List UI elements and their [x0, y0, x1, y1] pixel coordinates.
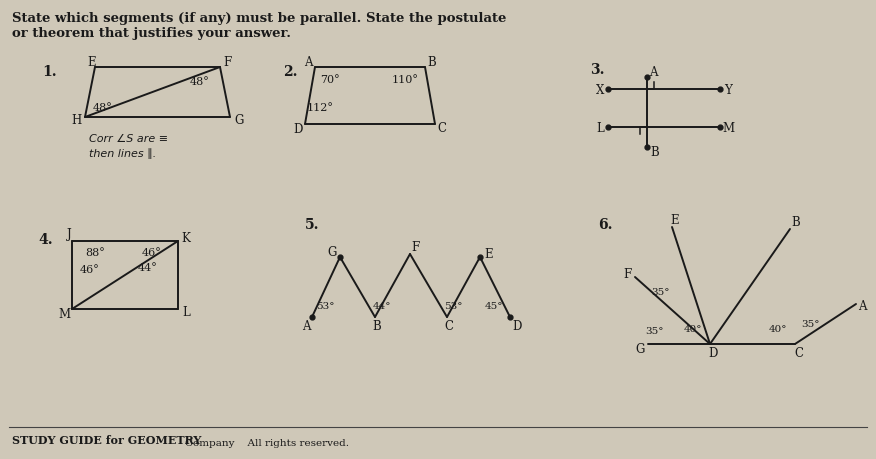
Text: 48°: 48° [93, 103, 113, 113]
Text: L: L [597, 121, 604, 134]
Text: A: A [301, 320, 310, 333]
Text: C: C [437, 121, 447, 134]
Text: 6.: 6. [598, 218, 612, 231]
Text: 35°: 35° [651, 288, 669, 297]
Text: 40°: 40° [769, 325, 788, 334]
Text: 44°: 44° [138, 263, 158, 272]
Text: 88°: 88° [85, 247, 105, 257]
Text: 48°: 48° [190, 77, 210, 87]
Text: D: D [293, 123, 303, 136]
Text: M: M [722, 121, 734, 134]
Text: X: X [596, 84, 604, 96]
Text: E: E [671, 214, 679, 227]
Text: K: K [181, 232, 190, 245]
Text: E: E [484, 248, 493, 261]
Text: M: M [58, 308, 70, 321]
Text: 112°: 112° [307, 103, 334, 113]
Text: 5.: 5. [305, 218, 320, 231]
Text: 53°: 53° [315, 302, 335, 311]
Text: 53°: 53° [444, 302, 463, 311]
Text: B: B [792, 216, 801, 229]
Text: Company    All rights reserved.: Company All rights reserved. [185, 438, 349, 447]
Text: 45°: 45° [484, 302, 503, 311]
Text: H: H [71, 114, 81, 127]
Text: 2.: 2. [283, 65, 298, 79]
Text: F: F [411, 241, 419, 254]
Text: 70°: 70° [321, 75, 340, 85]
Text: F: F [623, 268, 631, 281]
Text: B: B [427, 56, 436, 69]
Text: G: G [635, 343, 645, 356]
Text: 40°: 40° [684, 325, 703, 334]
Text: D: D [709, 347, 717, 360]
Text: G: G [328, 246, 336, 259]
Text: A: A [304, 56, 312, 69]
Text: 35°: 35° [801, 320, 819, 329]
Text: A: A [858, 300, 866, 313]
Text: D: D [512, 320, 522, 333]
Text: 46°: 46° [80, 264, 100, 274]
Text: State which segments (if any) must be parallel. State the postulate: State which segments (if any) must be pa… [12, 12, 506, 25]
Text: G: G [234, 113, 244, 126]
Text: 3.: 3. [590, 63, 604, 77]
Text: or theorem that justifies your answer.: or theorem that justifies your answer. [12, 27, 291, 40]
Text: 44°: 44° [373, 302, 392, 311]
Text: A: A [649, 67, 657, 79]
Text: L: L [182, 306, 190, 319]
Text: Corr ∠S are ≡: Corr ∠S are ≡ [89, 134, 168, 144]
Text: E: E [88, 56, 96, 68]
Text: F: F [223, 56, 231, 68]
Text: J: J [67, 228, 71, 241]
Text: 1.: 1. [42, 65, 57, 79]
Text: then lines ∥.: then lines ∥. [89, 148, 156, 158]
Text: 35°: 35° [646, 327, 664, 336]
Text: C: C [444, 320, 454, 333]
Text: Y: Y [724, 84, 732, 96]
Text: C: C [795, 347, 803, 360]
Text: 110°: 110° [392, 75, 419, 85]
Text: 46°: 46° [142, 247, 162, 257]
Text: 4.: 4. [38, 233, 53, 246]
Text: B: B [372, 320, 381, 333]
Text: STUDY GUIDE for GEOMETRY: STUDY GUIDE for GEOMETRY [12, 434, 201, 445]
Text: B: B [651, 146, 660, 159]
